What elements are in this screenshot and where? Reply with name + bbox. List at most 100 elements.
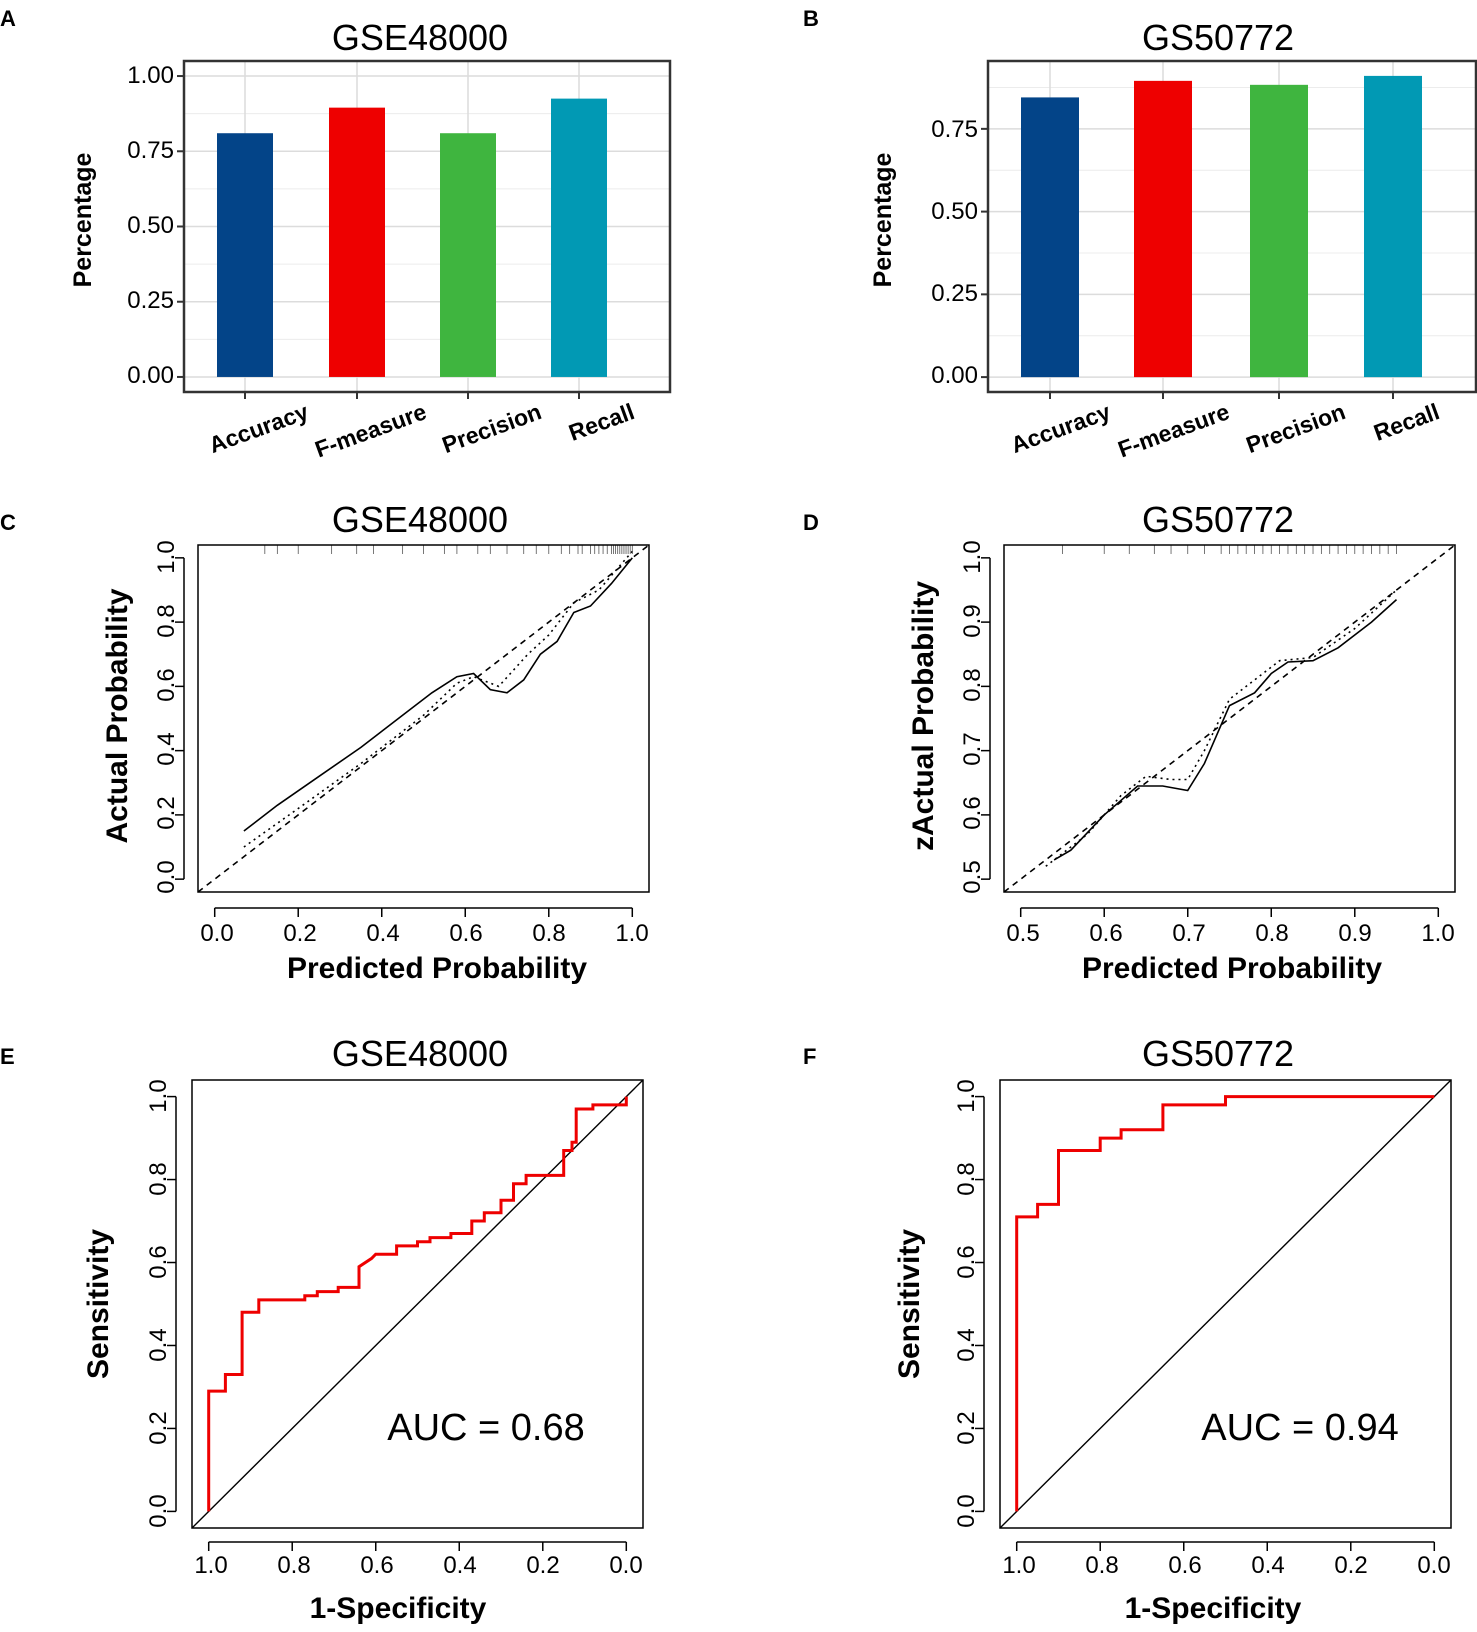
panel-e-series-ROC xyxy=(207,1096,628,1512)
panel-f-frame xyxy=(999,1079,1452,1529)
panel-e-x-label: 1-Specificity xyxy=(310,1592,487,1625)
panel-d-xtick: 1.0 xyxy=(1421,920,1454,947)
panel-a-ytick: 0.00 xyxy=(127,362,174,389)
panel-d-x-label: Predicted Probability xyxy=(1082,952,1382,985)
panel-a-y-axis: 1.00 0.75 0.50 0.25 0.00 xyxy=(127,62,174,389)
panel-e-ytick: 0.2 xyxy=(145,1411,172,1444)
panel-d-y-axis: 0.5 0.6 0.7 0.8 0.9 1.0 xyxy=(959,540,986,893)
panel-b-y-axis: 0.75 0.50 0.25 0.00 xyxy=(931,116,978,389)
panel-c-xtick: 0.4 xyxy=(366,920,399,947)
panel-a: A GSE48000 1.00 0.75 0.50 0.25 0.00 Perc… xyxy=(0,6,672,462)
panel-d-plot xyxy=(981,544,1456,917)
panel-a-ytick: 0.75 xyxy=(127,137,174,164)
panel-c-ytick: 0.8 xyxy=(153,604,180,637)
panel-a-ytick: 0.50 xyxy=(127,212,174,239)
panel-f-xtick: 1.0 xyxy=(1002,1552,1035,1579)
panel-e-xtick: 1.0 xyxy=(194,1552,227,1579)
panel-d-ytick: 0.8 xyxy=(959,668,986,701)
panel-e-ytick: 1.0 xyxy=(145,1079,172,1112)
panel-d-title: GS50772 xyxy=(1142,499,1294,540)
panel-a-bar-recall xyxy=(551,98,607,377)
panel-f-ytick: 0.2 xyxy=(953,1411,980,1444)
panel-d: D GS50772 0.5 0.6 0.7 0.8 0.9 1.0 0.5 0.… xyxy=(803,499,1456,985)
panel-e-auc-label: AUC = 0.68 xyxy=(387,1407,585,1449)
panel-d-xtick: 0.5 xyxy=(1006,920,1039,947)
panel-f-x-label: 1-Specificity xyxy=(1125,1592,1302,1625)
panel-d-xtick: 0.9 xyxy=(1338,920,1371,947)
panel-b-title: GS50772 xyxy=(1142,17,1294,58)
panel-b-ytick: 0.50 xyxy=(931,198,978,225)
panel-d-ytick: 1.0 xyxy=(959,540,986,573)
panel-d-series-bias-corrected xyxy=(1053,599,1398,861)
panel-a-bar-f-measure xyxy=(329,107,385,377)
panel-e-ytick: 0.0 xyxy=(145,1494,172,1527)
panel-c: C GSE48000 0.0 0.2 0.4 0.6 0.8 1.0 0.0 0… xyxy=(0,499,650,985)
panel-c-xtick: 0.2 xyxy=(283,920,316,947)
panel-f-xtick: 0.2 xyxy=(1334,1552,1367,1579)
panel-c-plot xyxy=(175,544,650,917)
panel-a-bar-precision xyxy=(440,133,496,377)
panel-e-xtick: 0.0 xyxy=(609,1552,642,1579)
panel-f-series-ROC xyxy=(1015,1095,1435,1512)
panel-f-xtick: 0.8 xyxy=(1085,1552,1118,1579)
panel-d-y-label: zActual Probability xyxy=(907,581,940,851)
panel-f-ytick: 0.4 xyxy=(953,1328,980,1361)
panel-e-y-axis: 0.0 0.2 0.4 0.6 0.8 1.0 xyxy=(145,1079,172,1527)
panel-a-y-label: Percentage xyxy=(69,153,97,288)
panel-d-frame xyxy=(1003,544,1456,893)
panel-a-bars xyxy=(217,98,607,377)
panel-e-xtick: 0.4 xyxy=(443,1552,476,1579)
panel-f: F GS50772 AUC = 0.94 1.0 0.8 0.6 0.4 0.2… xyxy=(803,1033,1452,1625)
panel-d-xtick: 0.6 xyxy=(1089,920,1122,947)
panel-a-title: GSE48000 xyxy=(332,17,508,58)
panel-e-series-reference xyxy=(191,1079,644,1529)
panel-b-y-tick-marks xyxy=(981,127,1394,399)
panel-c-xtick: 1.0 xyxy=(615,920,648,947)
panel-f-y-label: Sensitivity xyxy=(893,1229,926,1379)
panel-a-y-tick-marks xyxy=(177,75,580,399)
panel-e: E GSE48000 AUC = 0.68 1.0 0.8 0.6 0.4 0.… xyxy=(0,1033,644,1625)
panel-f-xtick: 0.4 xyxy=(1251,1552,1284,1579)
panel-c-y-axis: 0.0 0.2 0.4 0.6 0.8 1.0 xyxy=(153,540,180,893)
panel-d-ytick: 0.7 xyxy=(959,732,986,765)
panel-d-series-ideal xyxy=(1003,544,1456,893)
panel-b-ytick: 0.75 xyxy=(931,116,978,143)
panel-c-ytick: 1.0 xyxy=(153,540,180,573)
panel-e-title: GSE48000 xyxy=(332,1033,508,1074)
panel-f-auc-label: AUC = 0.94 xyxy=(1201,1407,1399,1449)
panel-d-x-axis: 0.5 0.6 0.7 0.8 0.9 1.0 xyxy=(1006,920,1454,947)
panel-d-xtick: 0.7 xyxy=(1172,920,1205,947)
panel-e-plot xyxy=(167,1079,644,1551)
panel-c-x-axis: 0.0 0.2 0.4 0.6 0.8 1.0 xyxy=(200,920,648,947)
panel-d-ytick: 0.9 xyxy=(959,604,986,637)
panel-f-xtick: 0.6 xyxy=(1168,1552,1201,1579)
panel-b-bar-precision xyxy=(1250,84,1308,378)
panel-b-ytick: 0.25 xyxy=(931,280,978,307)
panel-c-ytick: 0.0 xyxy=(153,860,180,893)
panel-e-frame xyxy=(191,1079,644,1529)
panel-f-xtick: 0.0 xyxy=(1417,1552,1450,1579)
panel-f-y-axis: 0.0 0.2 0.4 0.6 0.8 1.0 xyxy=(953,1079,980,1527)
panel-c-series-apparent xyxy=(243,550,633,848)
panel-e-ytick: 0.8 xyxy=(145,1162,172,1195)
panel-e-ytick: 0.6 xyxy=(145,1245,172,1278)
panel-c-title: GSE48000 xyxy=(332,499,508,540)
panel-c-xtick: 0.0 xyxy=(200,920,233,947)
panel-b-bar-recall xyxy=(1364,75,1422,378)
panel-d-ytick: 0.5 xyxy=(959,860,986,893)
panel-c-letter: C xyxy=(0,510,16,535)
panel-c-frame xyxy=(197,544,650,893)
panel-b-letter: B xyxy=(803,6,819,31)
panel-b-bars xyxy=(1021,75,1422,378)
panel-d-xtick: 0.8 xyxy=(1255,920,1288,947)
panel-c-xtick: 0.8 xyxy=(532,920,565,947)
panel-d-letter: D xyxy=(803,510,819,535)
panel-b-bar-accuracy xyxy=(1021,97,1079,378)
panel-e-x-axis: 1.0 0.8 0.6 0.4 0.2 0.0 xyxy=(194,1552,642,1579)
panel-c-ytick: 0.4 xyxy=(153,732,180,765)
panel-e-xtick: 0.2 xyxy=(526,1552,559,1579)
panel-e-xtick: 0.8 xyxy=(277,1552,310,1579)
panel-e-ytick: 0.4 xyxy=(145,1328,172,1361)
panel-f-plot xyxy=(975,1079,1452,1551)
